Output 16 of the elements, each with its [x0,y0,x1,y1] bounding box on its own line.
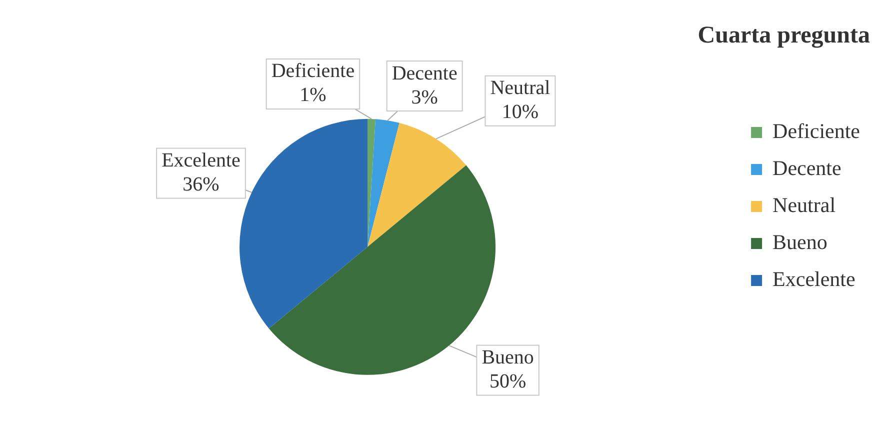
legend-label: Decente [772,156,842,180]
legend-label: Bueno [772,230,828,254]
data-label: 1% [300,84,326,106]
slice-label: Bueno [482,346,534,368]
legend-label: Deficiente [772,119,860,144]
data-label: 50% [489,370,526,392]
slice-label: Decente [392,62,458,84]
slice-label: Neutral [490,77,551,100]
legend-label: Excelente [772,267,856,292]
slice-label: Excelente [162,149,241,172]
slice-label: Deficiente [271,60,355,82]
data-label: 3% [411,86,438,108]
data-label: 10% [502,101,539,124]
legend-label: Neutral [772,193,836,218]
data-label: 36% [182,173,220,196]
chart-title: Cuarta pregunta [698,22,870,49]
